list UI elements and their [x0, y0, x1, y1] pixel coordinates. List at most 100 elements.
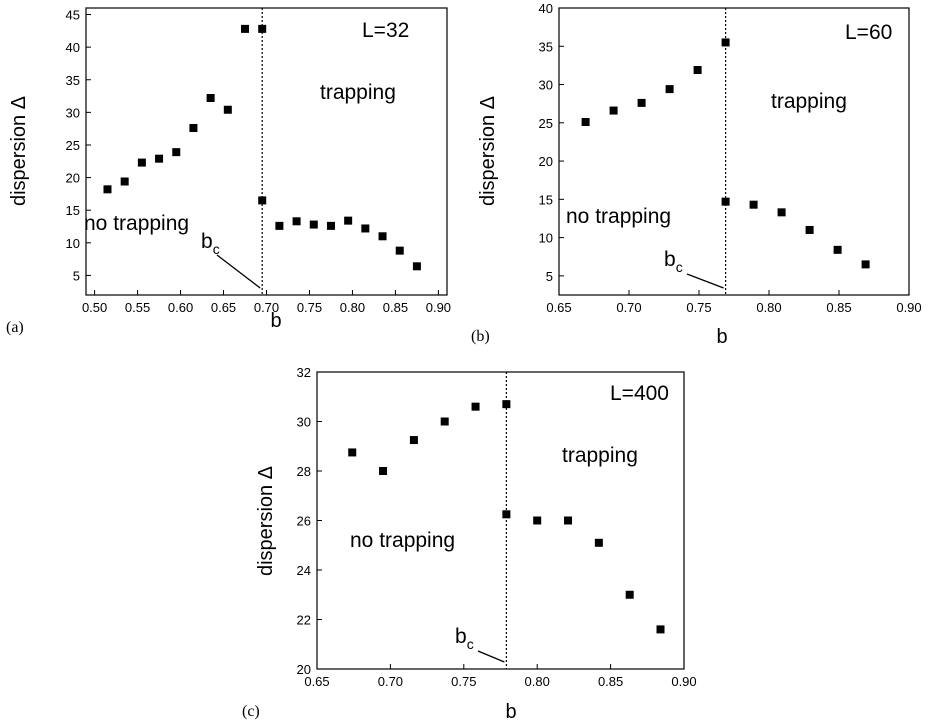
panel-c-tag: (c) [242, 703, 260, 720]
panel-c-points [348, 400, 665, 634]
panel-a-data-point [103, 185, 112, 194]
panel-a-data-point [189, 124, 198, 133]
panel-a-xtick-label: 0.65 [211, 300, 236, 315]
panel-b-points [581, 38, 870, 269]
panel-b-ytick-label: 25 [539, 116, 553, 131]
panel-a-data-point [137, 158, 146, 167]
panel-b-ytick-label: 10 [539, 231, 553, 246]
panel-b-bc-sub: c [676, 259, 683, 275]
panel-c-data-point [348, 448, 357, 457]
panel-c-ytick-label: 28 [297, 464, 311, 479]
panel-c-bc-pointer [477, 650, 505, 663]
panel-c-data-point [594, 538, 603, 547]
panel-c-ytick-label: 32 [297, 365, 311, 380]
panel-c-ytick-label: 20 [297, 662, 311, 677]
panel-b-xtick-label: 0.85 [826, 300, 851, 315]
panel-c-region-left-label: no trapping [350, 529, 455, 552]
panel-c-data-point [625, 590, 634, 599]
panel-c-xtick-label: 0.80 [525, 674, 550, 689]
panel-a-data-point [326, 221, 335, 230]
panel-b: 0.65 0.70 0.75 0.80 0.85 0.90510152025303540 … [471, 1, 922, 348]
panel-b-ytick-label: 20 [539, 154, 553, 169]
panel-c-data-point [379, 467, 388, 475]
panel-a-bc-main: b [201, 230, 213, 253]
panel-c-data-point [502, 400, 511, 409]
panel-c-ytick-label: 30 [297, 415, 311, 430]
panel-a-ytick-label: 45 [66, 8, 80, 23]
panel-a-ytick-label: 30 [66, 105, 80, 120]
panel-c-bc-sub: c [467, 636, 474, 652]
panel-a-data-point [378, 232, 387, 241]
panel-c-data-point [564, 516, 573, 525]
panel-a-xtick-label: 0.50 [82, 300, 107, 315]
panel-c-bc-main: b [455, 625, 467, 648]
panel-b-xlabel: b [716, 326, 727, 348]
panel-a-data-point [275, 221, 284, 230]
panel-c-size-label: L=400 [610, 382, 669, 405]
panel-b-data-point [777, 208, 786, 217]
panel-a-xtick-label: 0.90 [426, 300, 451, 315]
panel-c-xtick-label: 0.75 [451, 674, 476, 689]
panel-a-xtick-label: 0.55 [125, 300, 150, 315]
panel-a-data-point [361, 224, 370, 233]
panel-b-data-point [721, 197, 730, 206]
panel-b-plot-frame [558, 7, 910, 296]
panel-a: 0.50 0.55 0.60 0.65 0.70 0.75 0.80 0.85 0.90 5 10 1… [6, 7, 452, 336]
panel-a-xtick-label: 0.85 [383, 300, 408, 315]
panel-c-xlabel: b [505, 701, 516, 722]
panel-a-data-point [292, 217, 301, 226]
panel-b-ylabel: dispersion Δ [477, 96, 499, 206]
panel-b-data-point [833, 245, 842, 254]
panel-a-ytick-label: 10 [66, 236, 80, 251]
panel-a-data-point [155, 154, 164, 163]
panel-a-data-point [258, 24, 267, 33]
panel-c-ytick-label: 26 [297, 514, 311, 529]
panel-b-tag: (b) [471, 328, 490, 345]
panel-c-ylabel: dispersion Δ [255, 466, 277, 576]
panel-a-size-label: L=32 [362, 19, 409, 42]
panel-a-xtick-label: 0.75 [297, 300, 322, 315]
panel-b-frame [558, 7, 910, 296]
panel-a-bc-label: bc [201, 230, 220, 257]
panel-a-tag: (a) [6, 319, 24, 336]
panel-c-xtick-label: 0.90 [671, 674, 696, 689]
panel-a-data-point [344, 216, 353, 225]
panel-b-ytick-label: 15 [539, 192, 553, 207]
panel-a-points [103, 24, 421, 271]
panel-a-xtick-label: 0.80 [340, 300, 365, 315]
panel-b-data-point [581, 118, 590, 127]
panel-a-data-point [258, 196, 267, 205]
panel-c-plot-frame [316, 371, 685, 670]
panel-b-bc-label: bc [664, 248, 683, 275]
panel-b-xtick-label: 0.65 [546, 300, 571, 315]
panel-a-region-left-label: no trapping [84, 212, 189, 235]
panel-a-ytick-label: 35 [66, 73, 80, 88]
panel-b-data-point [749, 200, 758, 209]
panel-a-data-point [172, 148, 181, 157]
panel-a-ticks: 0.50 0.55 0.60 0.65 0.70 0.75 0.80 0.85 0.90 5 10 1… [66, 8, 452, 315]
panel-c-data-point [409, 436, 418, 445]
panel-b-data-point [609, 106, 618, 115]
panel-b-bc-pointer [686, 273, 724, 289]
panel-c-data-point [656, 625, 665, 634]
panel-b-xtick-label: 0.75 [686, 300, 711, 315]
panel-b-data-point [693, 65, 702, 74]
panel-a-ytick-label: 20 [66, 171, 80, 186]
panel-c-data-point [533, 516, 542, 525]
panel-a-data-point [241, 24, 250, 33]
panel-b-region-left-label: no trapping [566, 205, 671, 228]
panel-a-ytick-label: 15 [66, 203, 80, 218]
panel-b-xtick-label: 0.80 [756, 300, 781, 315]
panel-a-plot-frame [85, 7, 448, 296]
panel-c-bc-label: bc [455, 625, 474, 652]
panel-a-region-right-label: trapping [320, 81, 396, 104]
panel-a-frame [85, 7, 448, 296]
panel-c: 0.65 0.70 0.75 0.80 0.85 0.90 20 22 24 26 28 30 32 L… [242, 365, 697, 722]
panel-b-bc-main: b [664, 248, 676, 271]
panel-a-ytick-label: 40 [66, 40, 80, 55]
panel-b-data-point [637, 98, 646, 107]
panel-a-data-point [120, 177, 129, 186]
panel-c-ytick-label: 24 [297, 563, 311, 578]
panel-c-xtick-label: 0.65 [304, 674, 329, 689]
